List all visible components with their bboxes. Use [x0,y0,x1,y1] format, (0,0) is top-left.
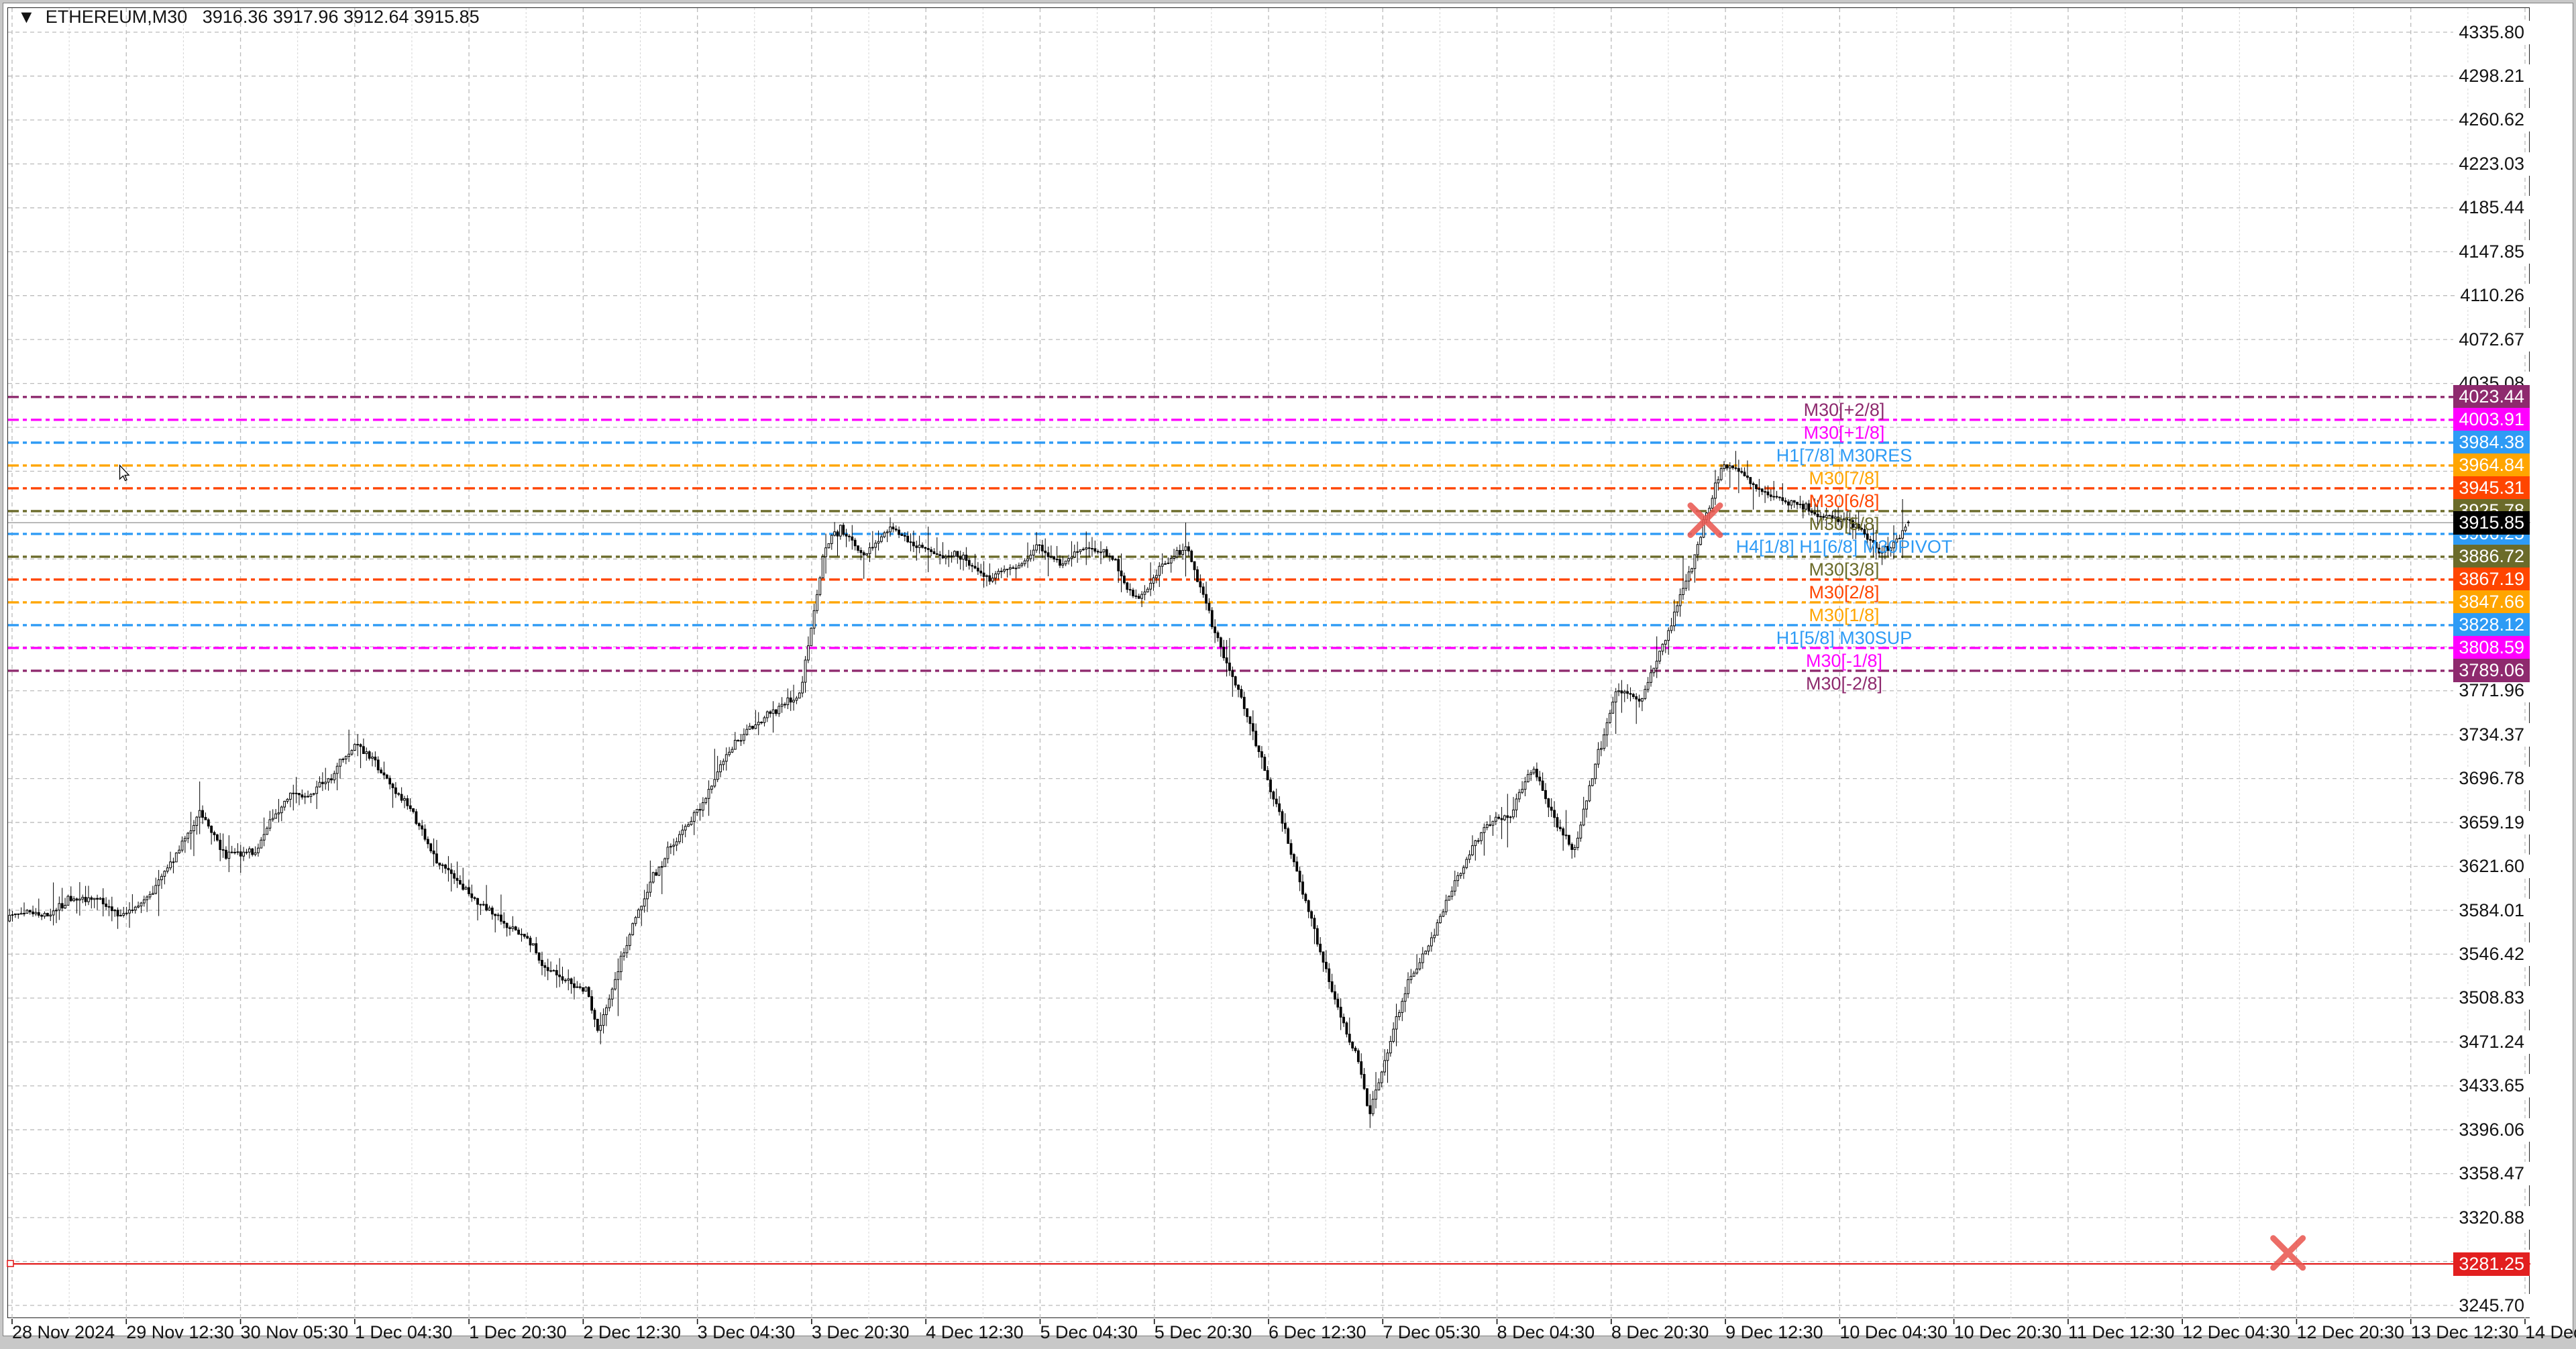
svg-text:M30[1/8]: M30[1/8] [1809,605,1879,625]
svg-text:H1[5/8] M30SUP: H1[5/8] M30SUP [1776,628,1913,648]
svg-text:M30[3/8]: M30[3/8] [1809,559,1879,580]
svg-text:9 Dec 12:30: 9 Dec 12:30 [1725,1322,1823,1342]
svg-text:M30[+1/8]: M30[+1/8] [1804,423,1885,443]
svg-text:10 Dec 04:30: 10 Dec 04:30 [1839,1322,1947,1342]
svg-text:M30[2/8]: M30[2/8] [1809,582,1879,602]
svg-text:5 Dec 20:30: 5 Dec 20:30 [1155,1322,1252,1342]
svg-text:12 Dec 20:30: 12 Dec 20:30 [2296,1322,2404,1342]
svg-text:M30[+2/8]: M30[+2/8] [1804,400,1885,420]
svg-text:3 Dec 04:30: 3 Dec 04:30 [698,1322,796,1342]
svg-text:14 Dec 04:30: 14 Dec 04:30 [2525,1322,2576,1342]
svg-text:5 Dec 04:30: 5 Dec 04:30 [1040,1322,1138,1342]
svg-text:1 Dec 04:30: 1 Dec 04:30 [355,1322,453,1342]
svg-text:29 Nov 12:30: 29 Nov 12:30 [126,1322,234,1342]
svg-text:12 Dec 04:30: 12 Dec 04:30 [2182,1322,2290,1342]
svg-text:28 Nov 2024: 28 Nov 2024 [12,1322,115,1342]
svg-text:4 Dec 12:30: 4 Dec 12:30 [926,1322,1024,1342]
svg-text:10 Dec 20:30: 10 Dec 20:30 [1954,1322,2062,1342]
svg-text:H1[7/8] M30RES: H1[7/8] M30RES [1776,445,1913,466]
svg-text:H4[1/8] H1[6/8] M30PIVOT: H4[1/8] H1[6/8] M30PIVOT [1736,537,1953,557]
svg-text:M30[6/8]: M30[6/8] [1809,491,1879,511]
svg-text:7 Dec 05:30: 7 Dec 05:30 [1383,1322,1481,1342]
svg-text:3 Dec 20:30: 3 Dec 20:30 [812,1322,910,1342]
svg-text:1 Dec 20:30: 1 Dec 20:30 [469,1322,567,1342]
svg-text:30 Nov 05:30: 30 Nov 05:30 [241,1322,349,1342]
svg-text:M30[7/8]: M30[7/8] [1809,468,1879,488]
svg-text:8 Dec 04:30: 8 Dec 04:30 [1497,1322,1595,1342]
svg-text:11 Dec 12:30: 11 Dec 12:30 [2068,1322,2175,1342]
svg-text:M30[-1/8]: M30[-1/8] [1806,651,1882,671]
svg-text:13 Dec 12:30: 13 Dec 12:30 [2411,1322,2519,1342]
svg-text:6 Dec 12:30: 6 Dec 12:30 [1269,1322,1366,1342]
svg-text:M30[-2/8]: M30[-2/8] [1806,673,1882,694]
svg-text:2 Dec 12:30: 2 Dec 12:30 [583,1322,681,1342]
svg-text:M30[5/8]: M30[5/8] [1809,514,1879,534]
svg-text:8 Dec 20:30: 8 Dec 20:30 [1611,1322,1709,1342]
